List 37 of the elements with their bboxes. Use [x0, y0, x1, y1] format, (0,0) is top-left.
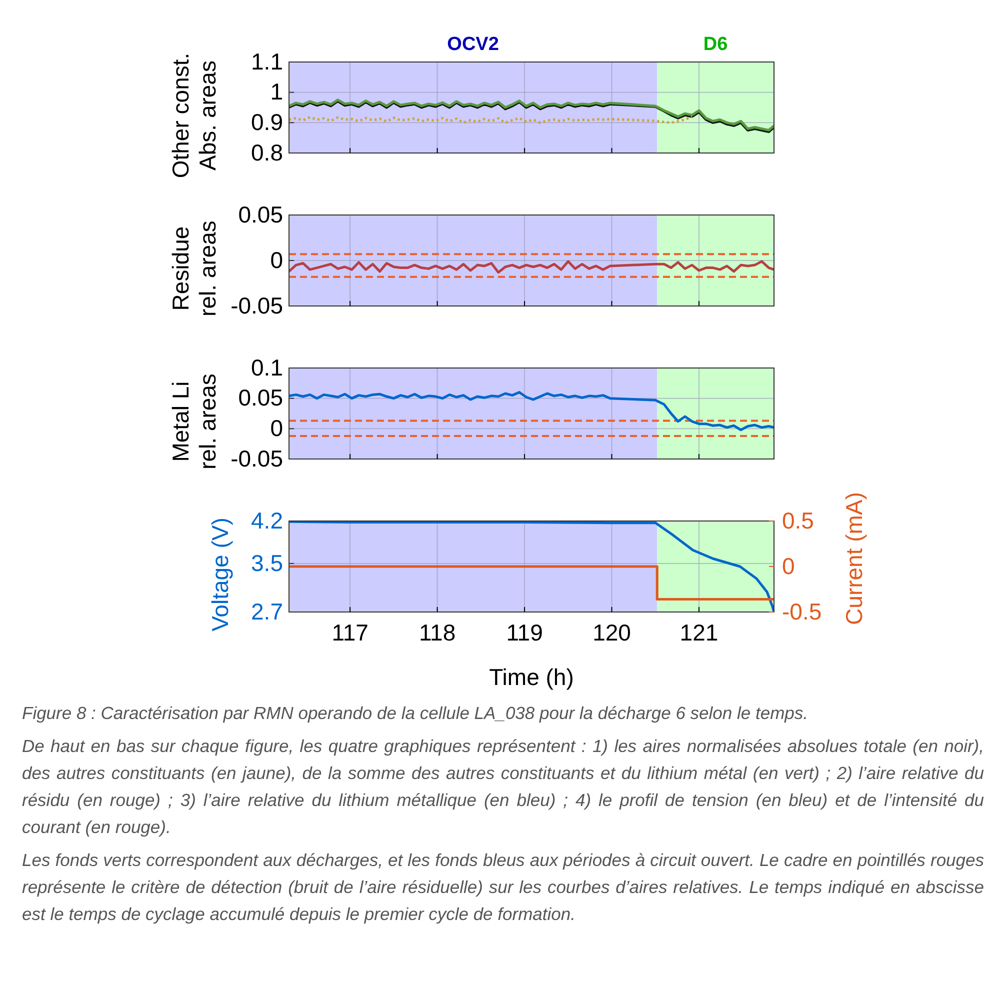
y-axis-title: Other const. Abs. areas: [168, 52, 220, 178]
y-tick-label: 3.5: [251, 550, 283, 576]
x-tick-label: 120: [592, 619, 631, 646]
text: Les fonds verts correspondent aux décharges, et les fonds bleus aux périodes à circuit ouvert. Le cadre en pointillés rouges représente le critère de détection (bruit de l’aire résiduelle) sur les courbes d’aires relatives. Le temps indiqué en abscisse est le temps de cyclage accumulé depuis le premier cycle de formation.: [22, 849, 984, 926]
band-label: OCV2: [447, 34, 499, 55]
x-tick-label: 117: [332, 619, 368, 646]
y2-tick-label: 0.5: [782, 507, 814, 534]
y-axis-title: Residue rel. areas: [168, 220, 220, 316]
y-tick-label: -0.05: [230, 445, 283, 472]
line-series: [289, 260, 774, 274]
y-tick-label: 4.2: [251, 507, 283, 534]
y-tick-label: 2.7: [251, 598, 283, 624]
text: De haut en bas sur chaque figure, les quatre graphiques représentent : 1) les aires normalisées absolues totale (en noir), des autres constituants (en jaune), de la somme des autres constituants et du lithium métal (en vert) ; 2) l’aire relative du résidu (en rouge) ; 3) l’aire relative du lithium métallique (en bleu) ; 4) le profil de tension (en bleu) et de l’intensité du courant (en rouge).: [22, 735, 984, 839]
x-tick-label: 119: [506, 619, 543, 646]
y-axis-title: Voltage (V): [207, 518, 233, 632]
y-tick-label: -0.05: [230, 292, 283, 318]
y-tick-label: 0.05: [238, 201, 283, 228]
y-tick-label: 0.05: [238, 384, 283, 411]
y-tick-label: 0.8: [251, 139, 283, 166]
x-tick-label: 121: [680, 619, 718, 646]
y2-axis-title: Current (mA): [841, 492, 867, 625]
y-tick-label: 0: [270, 415, 283, 442]
y-tick-label: 0.9: [251, 109, 283, 136]
x-tick-label: 118: [418, 619, 456, 646]
x-axis-title: Time (h): [489, 664, 574, 690]
y-tick-label: 0.1: [251, 354, 283, 380]
y2-tick-label: 0: [782, 552, 795, 579]
y-tick-label: 1.1: [251, 48, 283, 74]
y-tick-label: 0: [270, 246, 283, 273]
line-series: [289, 115, 694, 124]
caption: Figure 8 : Caractérisation par RMN operando de la cellule LA_038 pour la décharge 6 selon le temps.: [22, 702, 810, 725]
y-axis-title: Metal Li rel. areas: [168, 374, 220, 470]
band-label: D6: [703, 34, 728, 55]
line-series: [289, 391, 774, 432]
line-series: [289, 521, 774, 612]
y2-tick-label: -0.5: [782, 598, 822, 624]
y-tick-label: 1: [270, 78, 283, 105]
